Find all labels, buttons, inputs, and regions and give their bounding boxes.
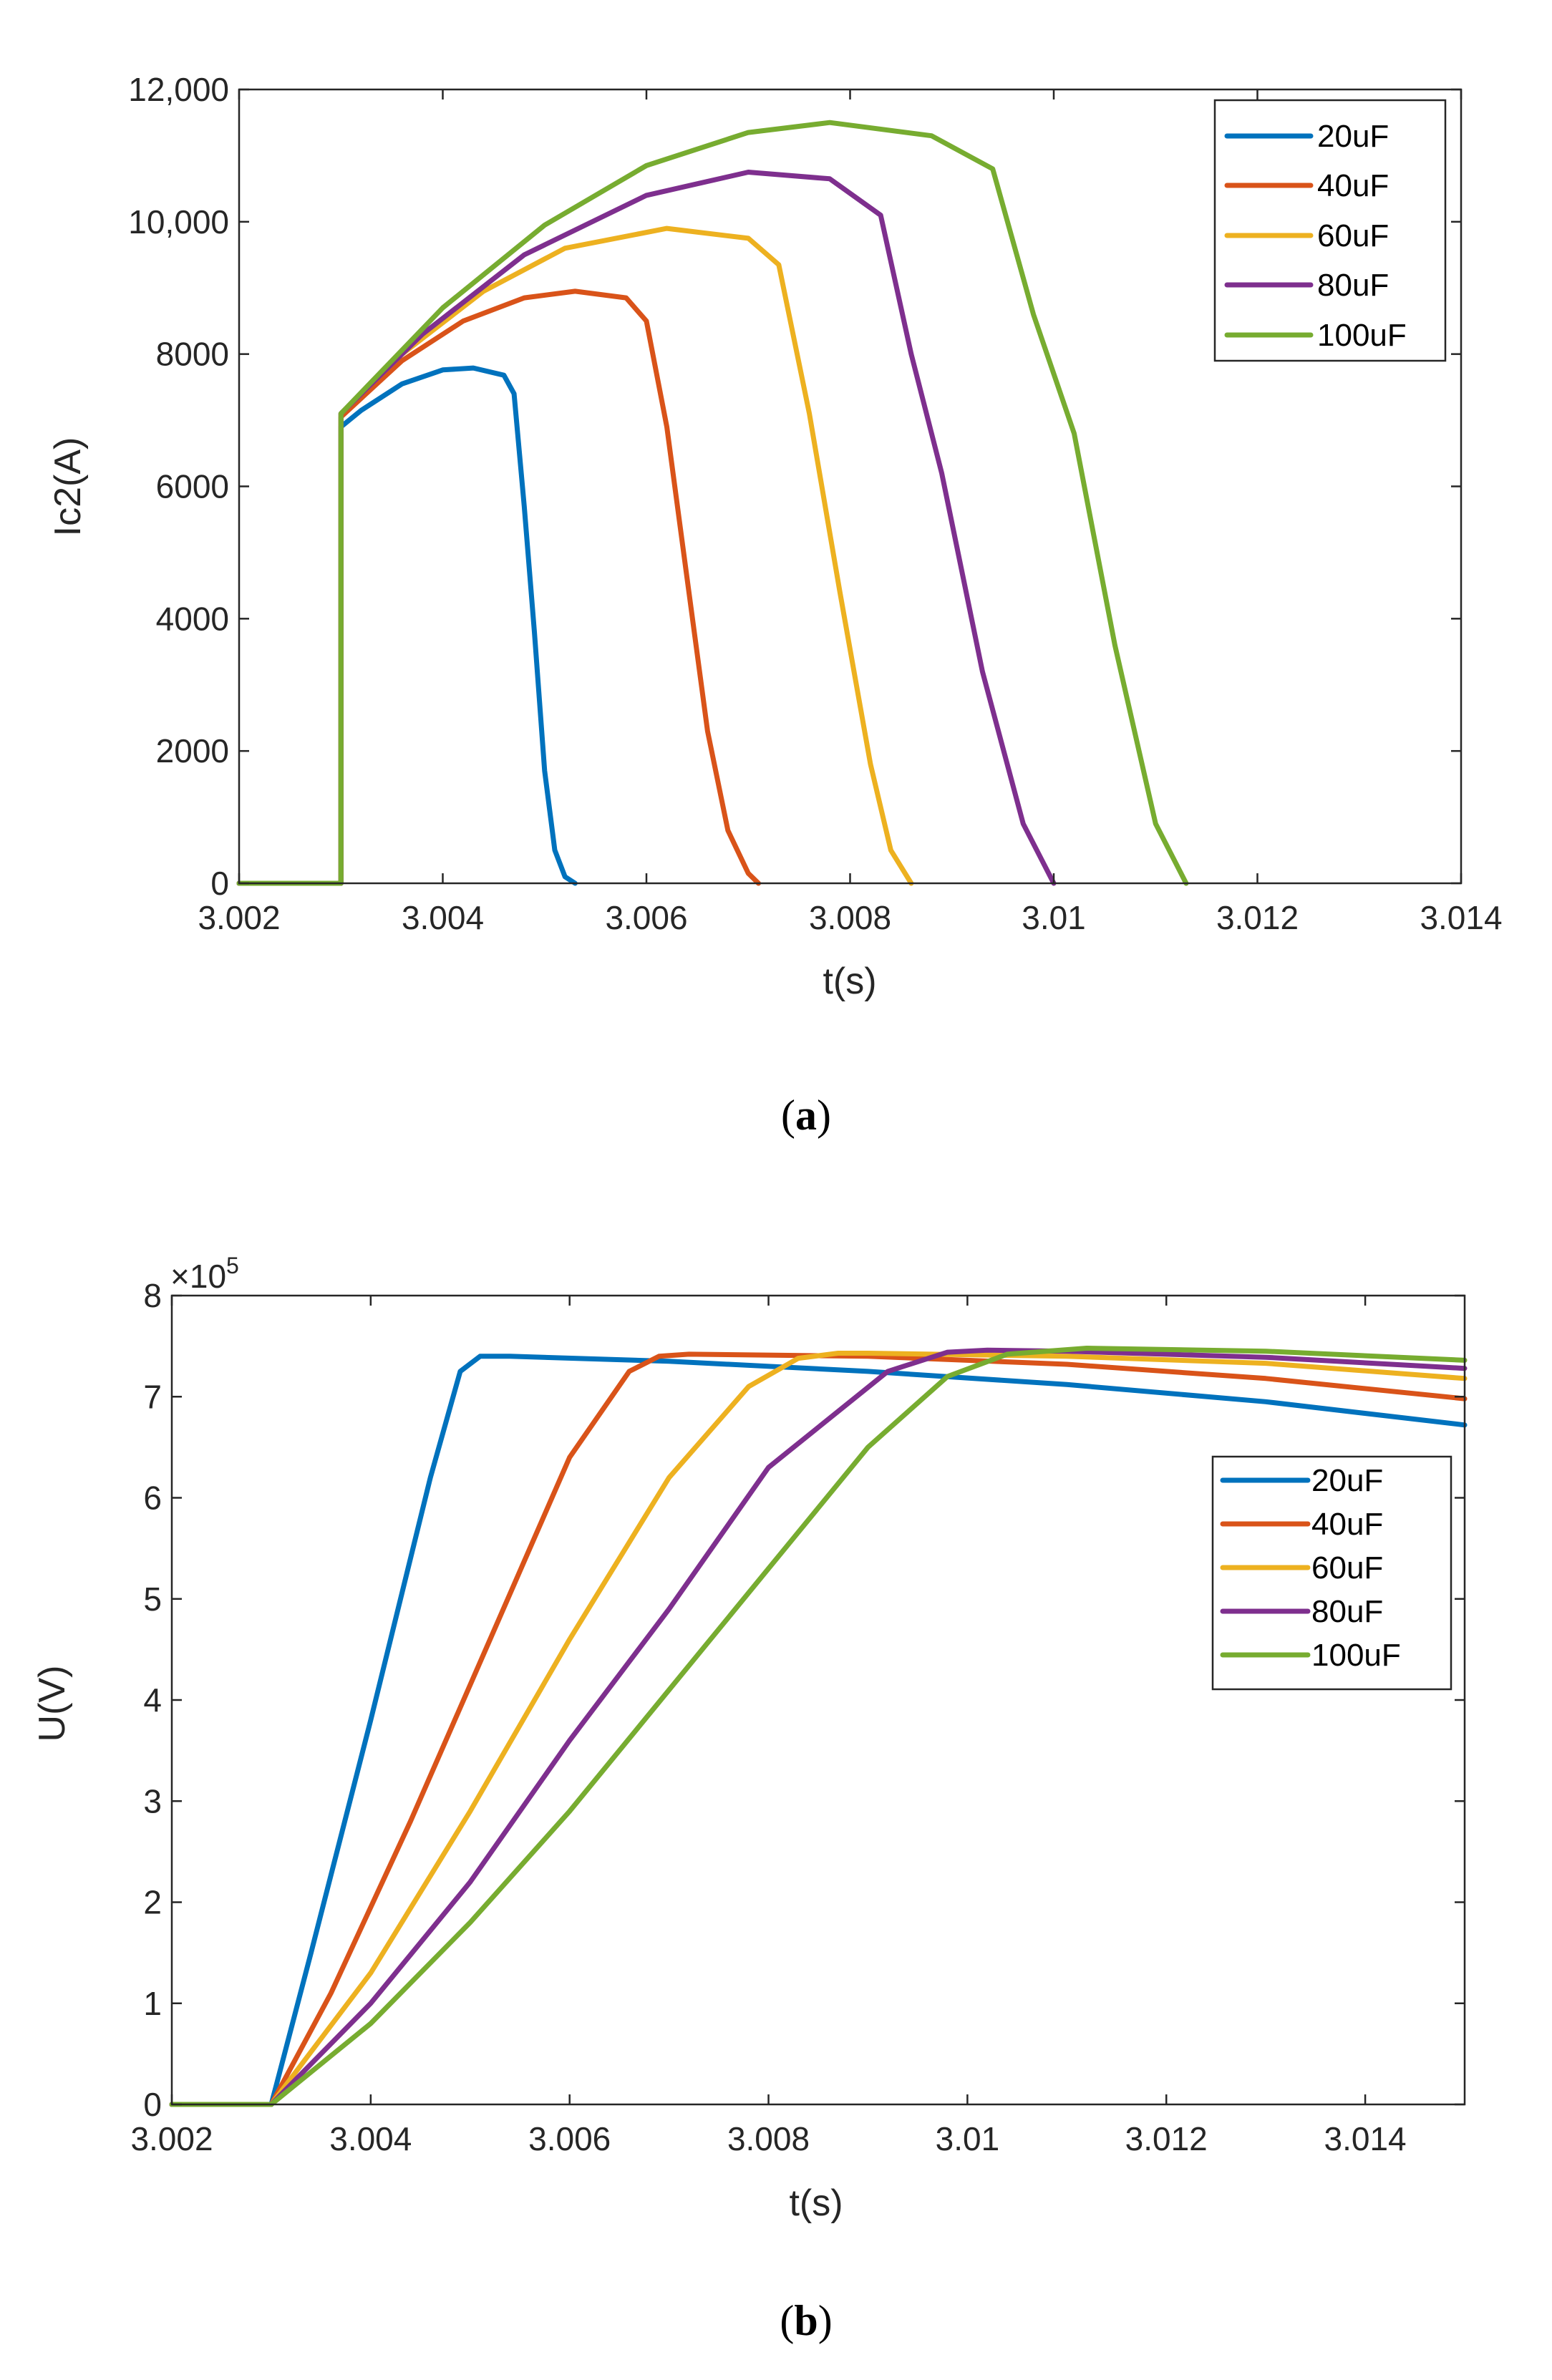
legend-label: 100uF (1317, 318, 1407, 353)
panel-b-y-multiplier-exponent: 5 (226, 1253, 239, 1278)
x-tick-label: 3.008 (809, 899, 891, 936)
panel-b-caption: (b) (780, 2297, 832, 2344)
panel-b-caption-letter: b (794, 2297, 818, 2344)
legend-label: 60uF (1311, 1550, 1383, 1585)
panel-a-x-axis-title: t(s) (823, 961, 876, 1002)
y-tick-label: 0 (210, 865, 229, 902)
legend-box (1211, 1455, 1452, 1691)
panel-b-x-tick-labels: 3.002 3.004 3.006 3.008 3.01 3.012 3.014 (130, 2120, 1406, 2157)
series-line-40uF (169, 1351, 1468, 2107)
panel-b-legend: 20uF 40uF 60uF 80uF 100uF (1211, 1455, 1452, 1691)
panel-b-y-tick-labels: 0 1 2 3 4 5 6 7 8 (143, 1277, 162, 2123)
series-line-20uF (169, 1354, 1468, 2107)
x-tick-label: 3.004 (402, 899, 484, 936)
legend-label: 40uF (1317, 168, 1389, 203)
panel-a-legend: 20uF 40uF 60uF 80uF 100uF (1213, 99, 1447, 362)
y-tick-label: 10,000 (128, 203, 229, 241)
panel-b-y-multiplier: ×105 (170, 1253, 239, 1295)
x-tick-label: 3.002 (198, 899, 280, 936)
x-tick-label: 3.002 (130, 2120, 213, 2157)
y-tick-label: 8 (143, 1277, 162, 1314)
y-tick-label: 1 (143, 1985, 162, 2022)
panel-a-y-tick-labels: 0 2000 4000 6000 8000 10,000 12,000 (128, 71, 229, 902)
legend-label: 100uF (1311, 1638, 1401, 1673)
y-tick-label: 4000 (156, 600, 229, 637)
x-tick-label: 3.008 (727, 2120, 810, 2157)
x-tick-label: 3.01 (1022, 899, 1086, 936)
panel-b: 3.002 3.004 3.006 3.008 3.01 3.012 3.014… (31, 1253, 1468, 2344)
series-line-100uF (169, 1346, 1468, 2107)
panel-a-y-axis-title: Ic2(A) (47, 437, 89, 537)
y-tick-label: 7 (143, 1378, 162, 1415)
y-tick-label: 2 (143, 1884, 162, 1921)
series-line-20uF (236, 365, 578, 886)
x-tick-label: 3.004 (329, 2120, 412, 2157)
panel-a-series-lines (236, 120, 1189, 886)
panel-a-caption: (a) (781, 1092, 831, 1139)
panel-b-x-axis-title: t(s) (789, 2182, 843, 2224)
y-tick-label: 12,000 (128, 71, 229, 108)
panel-b-tick-marks (170, 1294, 1465, 2106)
y-tick-label: 0 (143, 2086, 162, 2123)
x-tick-label: 3.014 (1420, 899, 1502, 936)
panel-a-x-tick-labels: 3.002 3.004 3.006 3.008 3.01 3.012 3.014 (198, 899, 1502, 936)
panel-b-y-axis-title: U(V) (31, 1666, 73, 1742)
panel-a-caption-letter: a (795, 1092, 817, 1139)
y-tick-label: 2000 (156, 732, 229, 769)
y-tick-label: 4 (143, 1681, 162, 1719)
panel-a-tick-marks (238, 88, 1463, 885)
panel-b-y-multiplier-base: ×10 (170, 1258, 226, 1295)
legend-label: 80uF (1317, 268, 1389, 303)
x-tick-label: 3.006 (528, 2120, 611, 2157)
y-tick-label: 6000 (156, 468, 229, 505)
panel-a: 3.002 3.004 3.006 3.008 3.01 3.012 3.014… (47, 71, 1503, 1139)
legend-label: 20uF (1317, 119, 1389, 154)
x-tick-label: 3.012 (1125, 2120, 1208, 2157)
series-line-100uF (236, 120, 1189, 886)
y-tick-label: 8000 (156, 336, 229, 373)
y-tick-label: 6 (143, 1480, 162, 1517)
series-line-60uF (169, 1351, 1468, 2107)
legend-label: 60uF (1317, 218, 1389, 253)
x-tick-label: 3.014 (1324, 2120, 1407, 2157)
legend-label: 80uF (1311, 1594, 1383, 1629)
series-line-40uF (236, 288, 761, 886)
legend-label: 20uF (1311, 1463, 1383, 1498)
legend-label: 40uF (1311, 1507, 1383, 1542)
y-tick-label: 3 (143, 1782, 162, 1820)
legend-box (1213, 99, 1447, 362)
panel-b-series-lines (169, 1346, 1468, 2107)
x-tick-label: 3.006 (605, 899, 687, 936)
x-tick-label: 3.01 (936, 2120, 1000, 2157)
y-tick-label: 5 (143, 1580, 162, 1618)
x-tick-label: 3.012 (1216, 899, 1299, 936)
